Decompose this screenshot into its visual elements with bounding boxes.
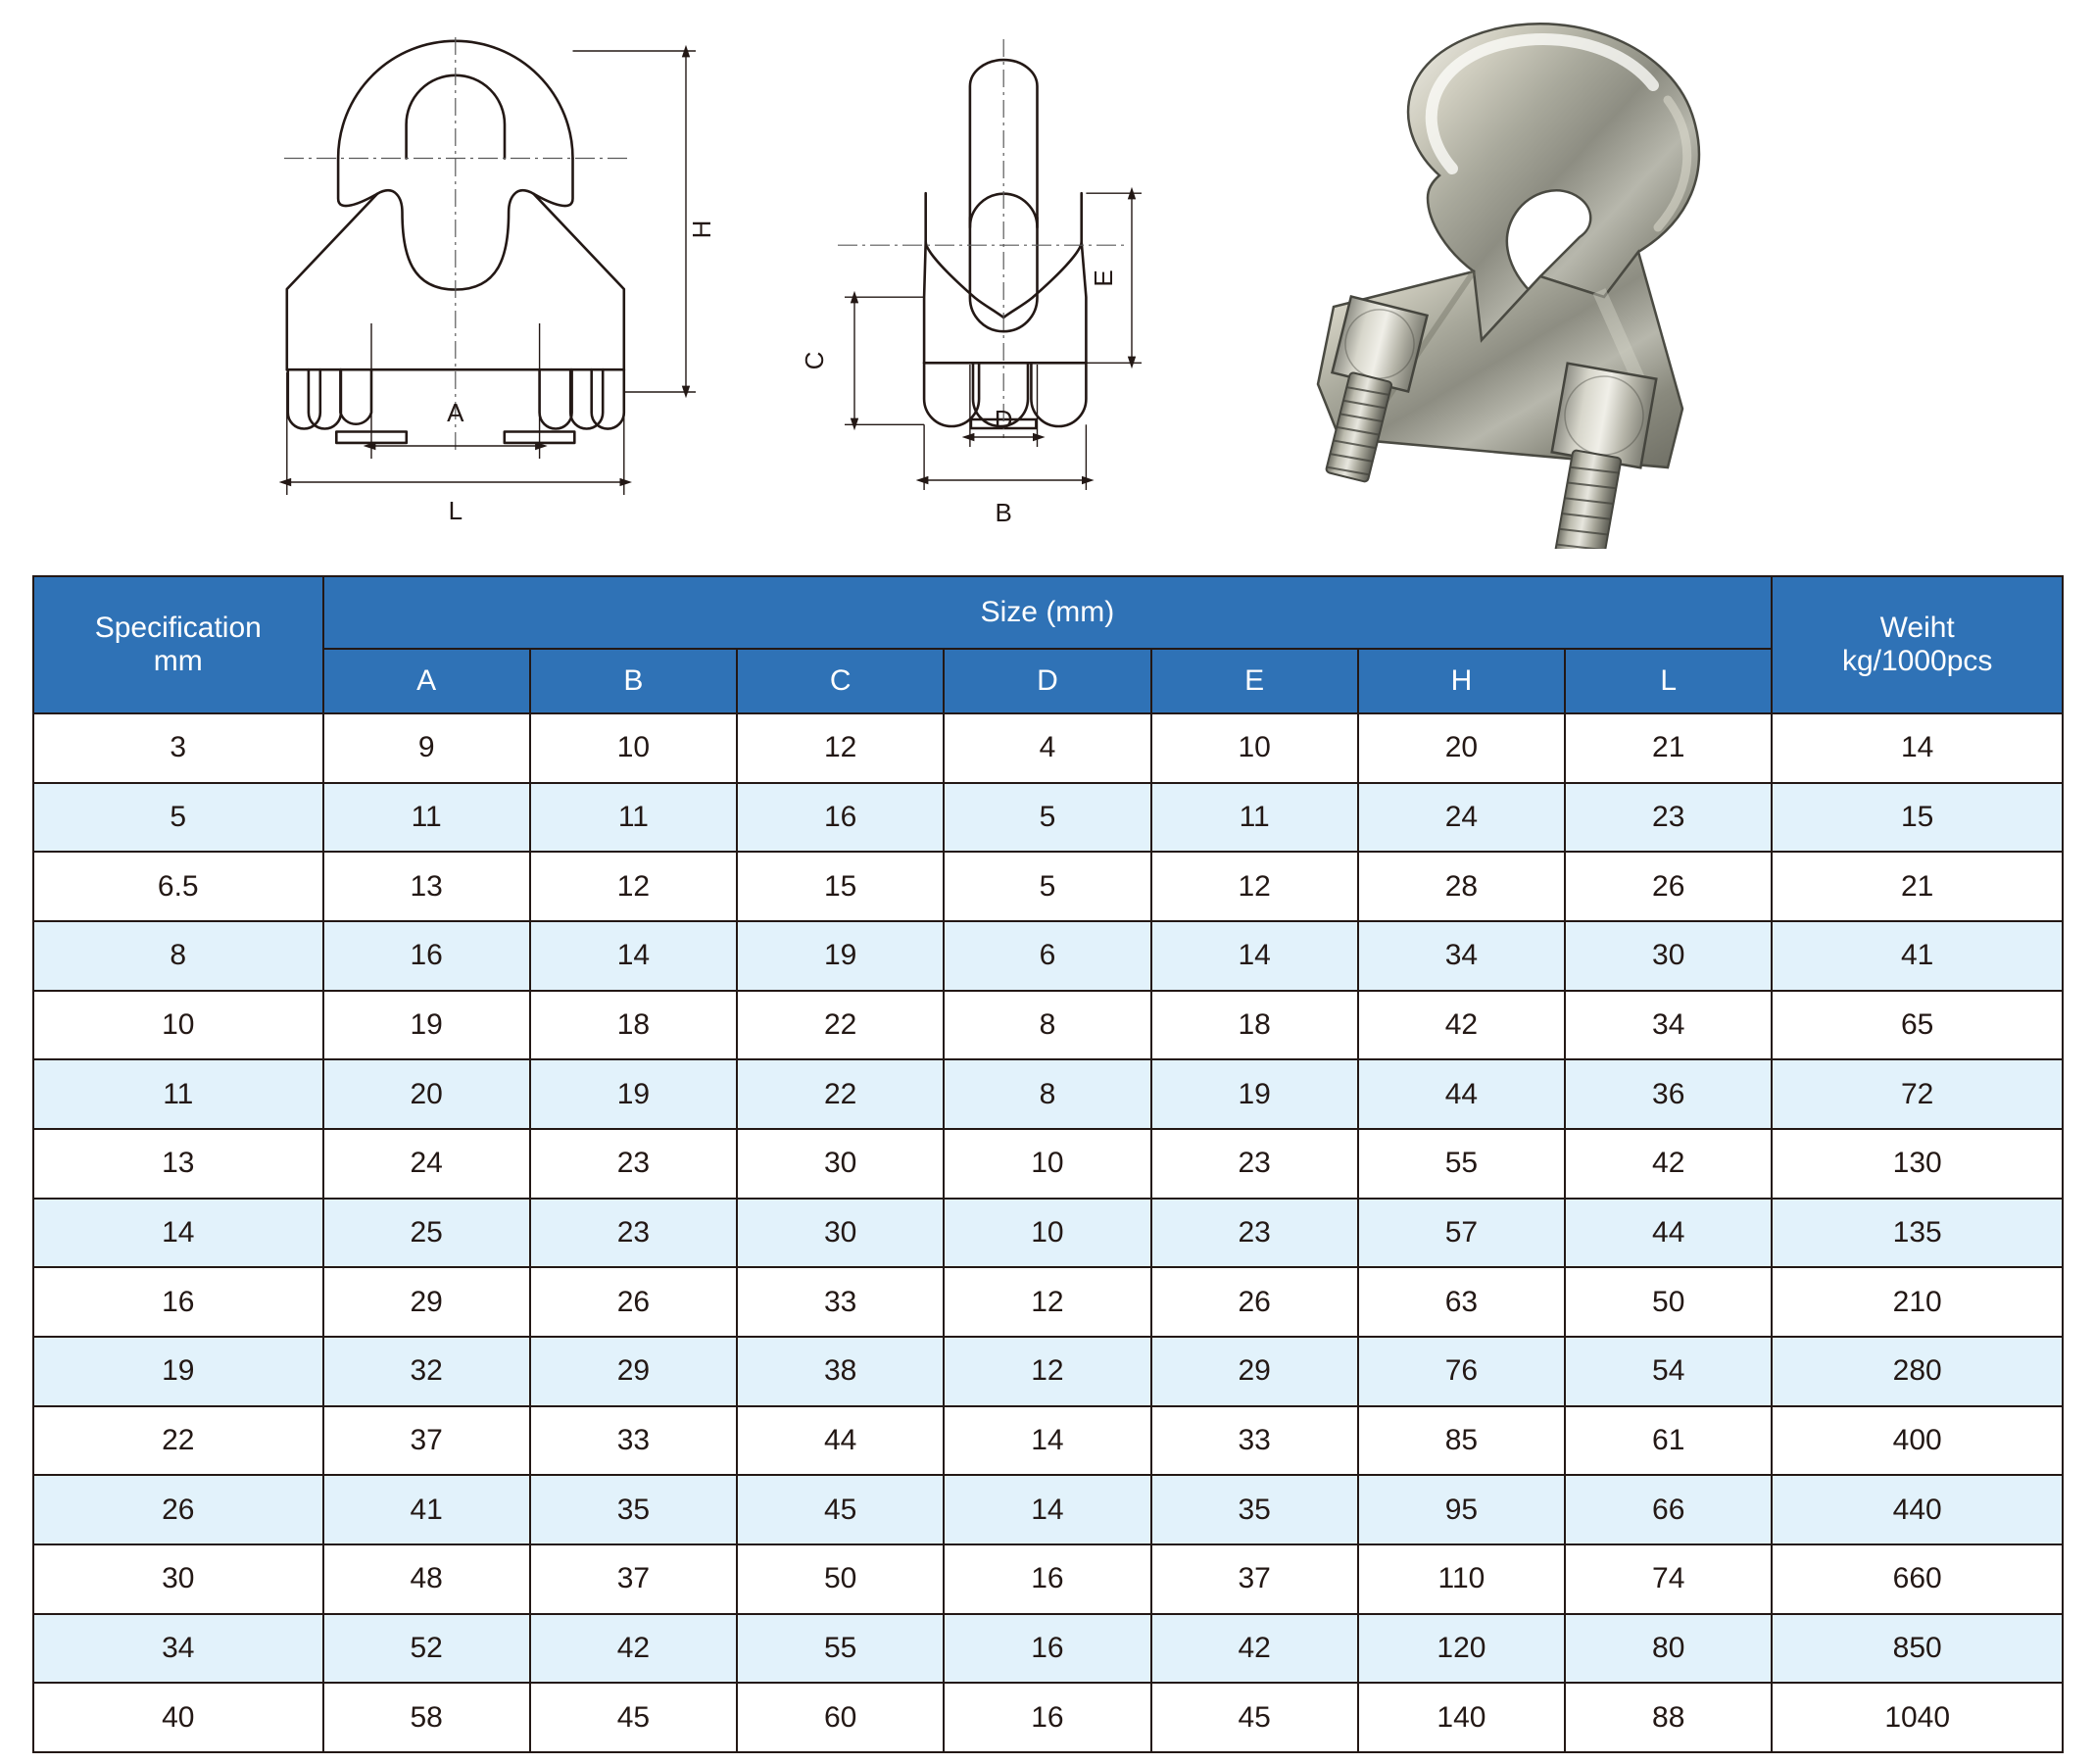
svg-text:D: D: [995, 405, 1013, 434]
svg-text:L: L: [449, 496, 463, 525]
svg-text:C: C: [804, 352, 829, 370]
svg-text:H: H: [687, 220, 716, 239]
svg-text:B: B: [996, 498, 1012, 527]
svg-text:A: A: [447, 398, 464, 427]
svg-text:E: E: [1089, 270, 1118, 286]
